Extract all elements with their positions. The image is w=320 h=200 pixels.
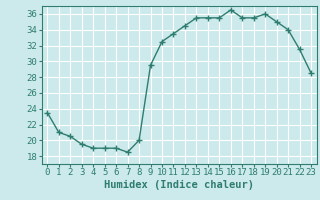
X-axis label: Humidex (Indice chaleur): Humidex (Indice chaleur) [104,180,254,190]
